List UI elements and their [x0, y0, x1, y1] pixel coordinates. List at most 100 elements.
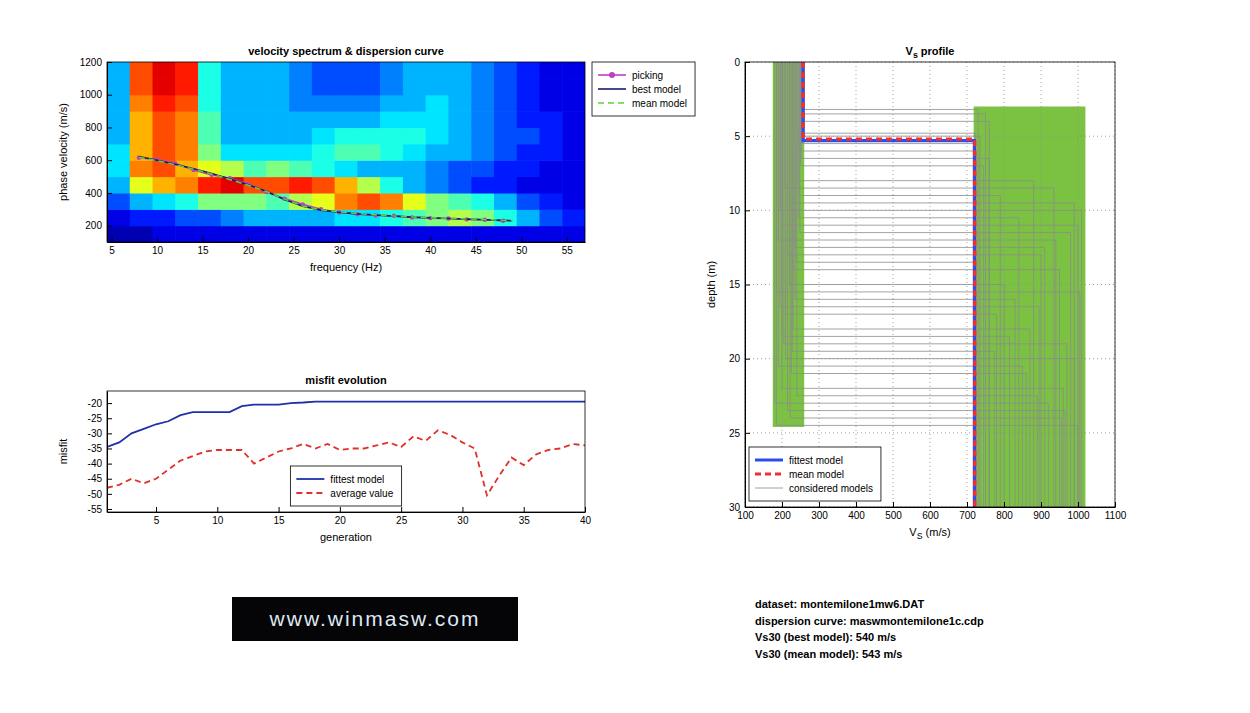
- y-tick-label: -55: [88, 504, 103, 515]
- heatmap-cell: [107, 226, 130, 242]
- heatmap-cell: [403, 193, 426, 210]
- y-tick-label: 15: [729, 279, 741, 290]
- heatmap-cell: [244, 111, 267, 128]
- legend-sample: [296, 478, 324, 480]
- heatmap-cell: [357, 144, 380, 161]
- heatmap-cell: [494, 144, 517, 161]
- y-tick-mark: [107, 193, 112, 194]
- heatmap-cell: [494, 209, 517, 226]
- x-axis-line: [746, 507, 1116, 508]
- heatmap-cell: [494, 111, 517, 128]
- y-tick-label: 1000: [80, 89, 103, 100]
- x-tick: 10: [212, 507, 224, 526]
- x-tick: 10: [152, 237, 164, 256]
- heatmap-cell: [153, 127, 176, 144]
- heatmap-cell: [107, 193, 130, 210]
- grid: [745, 62, 1115, 507]
- heatmap-cell: [130, 193, 153, 210]
- y-tick-label: 600: [85, 155, 102, 166]
- heatmap-cell: [198, 95, 221, 112]
- marks: [775, 62, 1082, 507]
- heatmap-cell: [539, 127, 562, 144]
- y-tick-mark: [107, 403, 112, 404]
- heatmap-cell: [471, 111, 494, 128]
- y-tick: 800: [85, 122, 112, 133]
- note: dispersion curve: maswmontemilone1c.cdp: [755, 615, 984, 627]
- x-tick-label: 15: [198, 245, 210, 256]
- heatmap-cell: [403, 226, 426, 242]
- heatmap-cell: [289, 127, 312, 144]
- considered-model: [790, 62, 1061, 507]
- heatmap-cell: [266, 111, 289, 128]
- text-part: (m/s): [923, 526, 951, 538]
- heatmap-cell: [403, 144, 426, 161]
- x-axis: 510152025303540: [108, 507, 592, 526]
- x-tick-mark: [294, 237, 295, 242]
- heatmap-cell: [244, 95, 267, 112]
- heatmap-cell: [380, 127, 403, 144]
- marks: [137, 156, 512, 223]
- heatmap-cell: [562, 111, 585, 128]
- heatmap-cell: [312, 144, 335, 161]
- y-tick-label: 0: [734, 57, 740, 68]
- y-tick: 20: [729, 353, 750, 364]
- heatmap-cell: [403, 62, 426, 79]
- x-tick-mark: [567, 237, 568, 242]
- heatmap-cell: [539, 177, 562, 194]
- y-tick-mark: [107, 479, 112, 480]
- heatmap-cell: [562, 144, 585, 161]
- logo: www.winmasw.com: [232, 597, 518, 641]
- heatmap-cell: [153, 111, 176, 128]
- heatmap-cell: [426, 177, 449, 194]
- heatmap-cell: [198, 144, 221, 161]
- chart-panel: 5101520253035404550552004006008001000120…: [57, 45, 695, 273]
- heatmap-cell: [153, 193, 176, 210]
- heatmap-cell: [471, 144, 494, 161]
- legend-sample: [598, 102, 626, 104]
- y-tick-label: 5: [734, 131, 740, 142]
- x-tick-mark: [819, 502, 820, 507]
- considered-model: [797, 62, 1038, 507]
- considered-model: [780, 62, 1039, 507]
- x-tick-mark: [782, 502, 783, 507]
- heatmap-cell: [517, 62, 540, 79]
- heatmap-cell: [221, 160, 244, 177]
- heatmap-cell: [426, 144, 449, 161]
- legend-sample: [598, 88, 626, 90]
- y-tick-mark: [745, 433, 750, 434]
- plot-frame: [745, 62, 1115, 507]
- x-tick-mark: [1004, 502, 1005, 507]
- chart-panel: 510152025303540-55-50-45-40-35-30-25-20m…: [57, 374, 591, 543]
- heatmap-cell: [335, 160, 358, 177]
- considered-model: [782, 62, 1063, 507]
- heatmap-cell: [426, 127, 449, 144]
- heatmap-cell: [357, 226, 380, 242]
- heatmap-cell: [471, 193, 494, 210]
- x-tick: 25: [289, 237, 301, 256]
- y-tick: -55: [88, 504, 112, 515]
- heatmap-cell: [335, 95, 358, 112]
- x-tick-label: 40: [425, 245, 437, 256]
- heatmap-cell: [221, 193, 244, 210]
- heatmap-cell: [403, 111, 426, 128]
- y-tick-mark: [745, 285, 750, 286]
- legend-box: [290, 466, 401, 506]
- heatmap-cell: [266, 95, 289, 112]
- heatmap-cell: [539, 160, 562, 177]
- heatmap-cell: [380, 95, 403, 112]
- heatmap-cell: [357, 177, 380, 194]
- heatmap-cell: [335, 144, 358, 161]
- model-profile: [803, 62, 975, 507]
- x-tick-label: 20: [243, 245, 255, 256]
- series-line: [107, 402, 585, 447]
- considered-model: [795, 62, 1015, 507]
- heatmap-cell: [448, 177, 471, 194]
- legend-sample: [296, 492, 324, 494]
- heatmap-cell: [335, 177, 358, 194]
- considered-model: [799, 62, 1019, 507]
- considered-model: [795, 62, 1045, 507]
- heatmap-cell: [198, 193, 221, 210]
- heatmap-cell: [539, 111, 562, 128]
- heatmap-cell: [244, 127, 267, 144]
- considered-model: [789, 62, 1074, 507]
